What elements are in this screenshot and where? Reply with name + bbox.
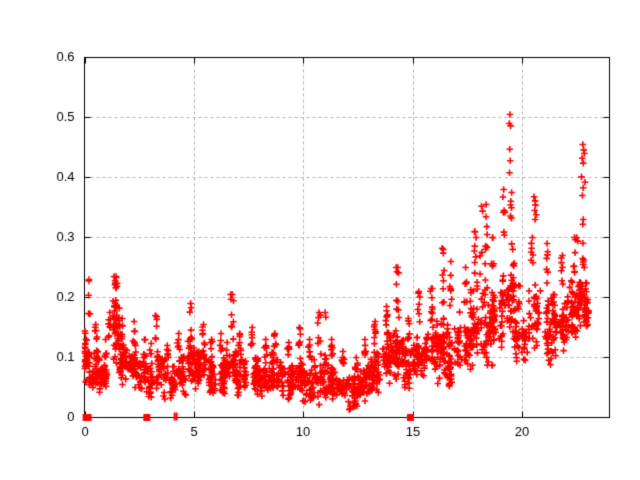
scatter-plot-canvas [0,0,640,480]
gnuplot-figure: Day 107 of 2015, SRMTID for receiver p09… [0,0,640,480]
